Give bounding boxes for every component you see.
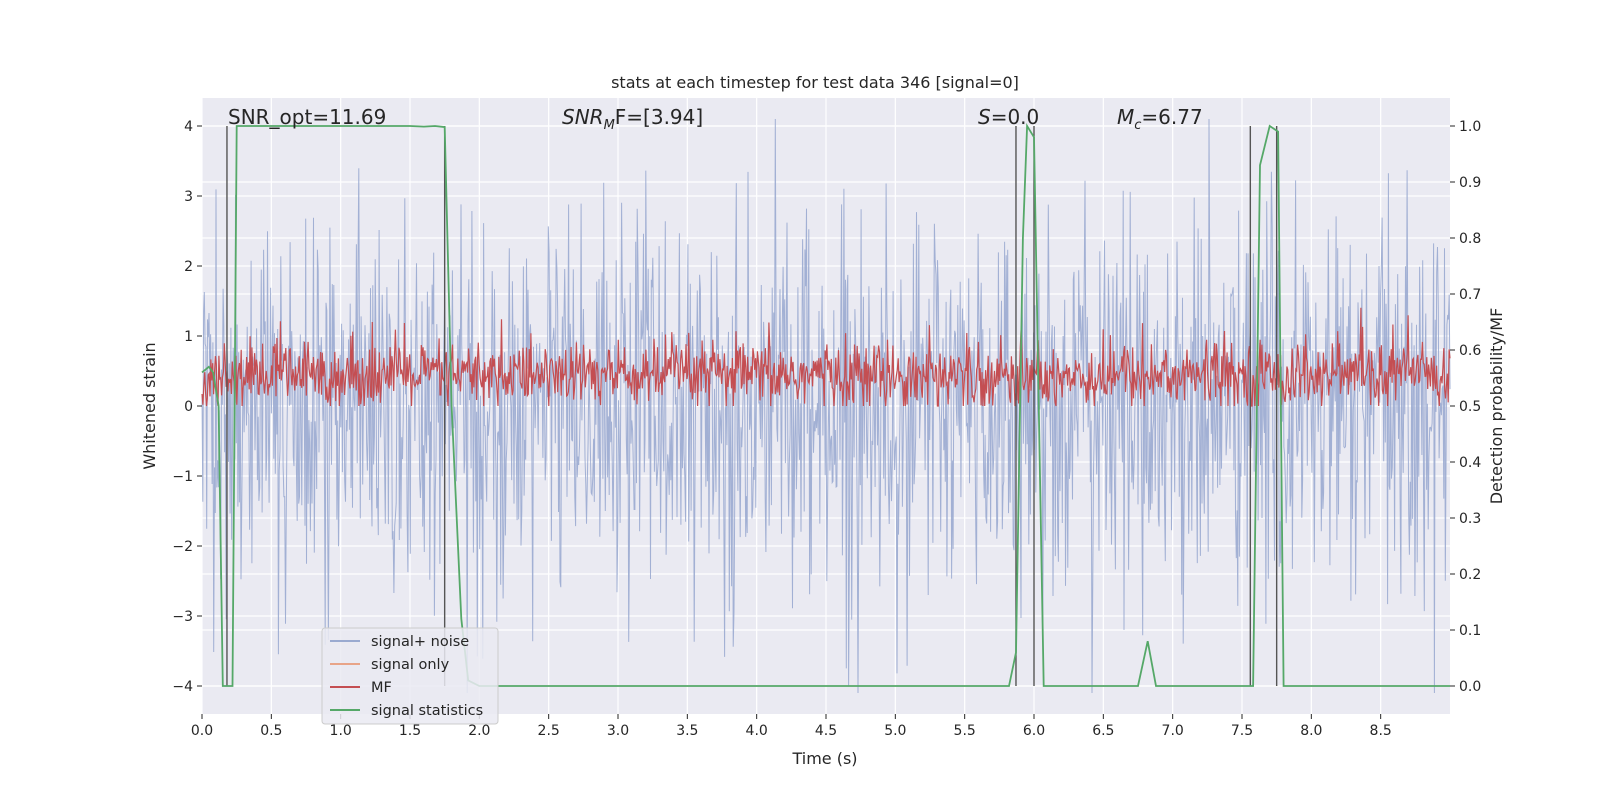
legend-label-mf: MF [371, 680, 392, 696]
left-y-tick-label: 4 [184, 119, 193, 135]
right-y-tick-label: 0.5 [1459, 399, 1481, 415]
x-ticks: 0.0 0.5 1.0 1.5 2.0 2.5 3.0 3.5 4.0 4.5 5.0 5.5 6.0 6… [191, 714, 1392, 739]
right-y-tick-label: 0.4 [1459, 455, 1481, 471]
legend-box [321, 627, 499, 725]
x-axis-label: Time (s) [791, 749, 857, 768]
vertical-markers [226, 126, 1278, 686]
x-tick-label: 4.5 [815, 723, 837, 739]
x-tick-label: 2.5 [538, 723, 560, 739]
chart-title: stats at each timestep for test data 346… [611, 73, 1019, 92]
mf-line [201, 307, 1451, 407]
left-y-tick-label: −2 [172, 539, 193, 555]
x-tick-label: 7.5 [1231, 723, 1253, 739]
right-y-axis-label: Detection probability/MF [1487, 308, 1506, 505]
x-tick-label: 7.0 [1162, 723, 1184, 739]
annotation-s: S=0.0 [978, 105, 1039, 129]
x-tick-label: 6.0 [1023, 723, 1045, 739]
x-tick-label: 1.5 [399, 723, 421, 739]
left-y-axis-label: Whitened strain [140, 342, 159, 469]
left-y-tick-label: −3 [172, 609, 193, 625]
x-tick-label: 1.0 [330, 723, 352, 739]
right-y-tick-label: 0.1 [1459, 623, 1481, 639]
right-y-tick-label: 0.7 [1459, 287, 1481, 303]
x-tick-label: 6.5 [1092, 723, 1114, 739]
x-tick-label: 0.0 [191, 723, 213, 739]
right-y-tick-label: 0.2 [1459, 567, 1481, 583]
x-tick-label: 3.0 [607, 723, 629, 739]
x-tick-label: 8.5 [1370, 723, 1392, 739]
left-y-tick-label: 2 [184, 259, 193, 275]
left-y-tick-label: 3 [184, 189, 193, 205]
legend-label-signal-statistics: signal statistics [371, 703, 483, 719]
x-tick-label: 0.5 [260, 723, 282, 739]
series-signal-statistics [201, 123, 1450, 687]
x-tick-label: 5.0 [884, 723, 906, 739]
x-tick-label: 2.0 [468, 723, 490, 739]
x-tick-label: 3.5 [676, 723, 698, 739]
series-mf [201, 307, 1451, 407]
signal-noise-line [201, 118, 1451, 694]
right-y-tick-label: 1.0 [1459, 119, 1481, 135]
left-y-ticks: −4 −3 −2 −1 0 1 2 3 4 [172, 119, 202, 695]
legend-label-signal-noise: signal+ noise [371, 634, 469, 650]
left-y-tick-label: −1 [172, 469, 193, 485]
x-tick-label: 8.0 [1300, 723, 1322, 739]
left-y-tick-label: 0 [184, 399, 193, 415]
x-tick-label: 4.0 [746, 723, 768, 739]
right-y-tick-label: 0.0 [1459, 679, 1481, 695]
legend-label-signal-only: signal only [371, 657, 450, 673]
legend: signal+ noise signal only MF signal stat… [321, 627, 499, 725]
annotation-snr-opt: SNR_opt=11.69 [228, 105, 386, 129]
right-y-tick-label: 0.8 [1459, 231, 1481, 247]
right-y-ticks: 0.0 0.1 0.2 0.3 0.4 0.5 0.6 0.7 0.8 0.9 1.0 [1450, 119, 1481, 695]
right-y-tick-label: 0.3 [1459, 511, 1481, 527]
left-y-tick-label: −4 [172, 679, 193, 695]
right-y-tick-label: 0.6 [1459, 343, 1481, 359]
left-y-tick-label: 1 [184, 329, 193, 345]
series-signal-noise [201, 118, 1451, 694]
x-tick-label: 5.5 [954, 723, 976, 739]
annotation-snr-mf: SNRMF=[3.94] [562, 105, 703, 133]
annotation-mc: Mc=6.77 [1117, 105, 1203, 133]
right-y-tick-label: 0.9 [1459, 175, 1481, 191]
